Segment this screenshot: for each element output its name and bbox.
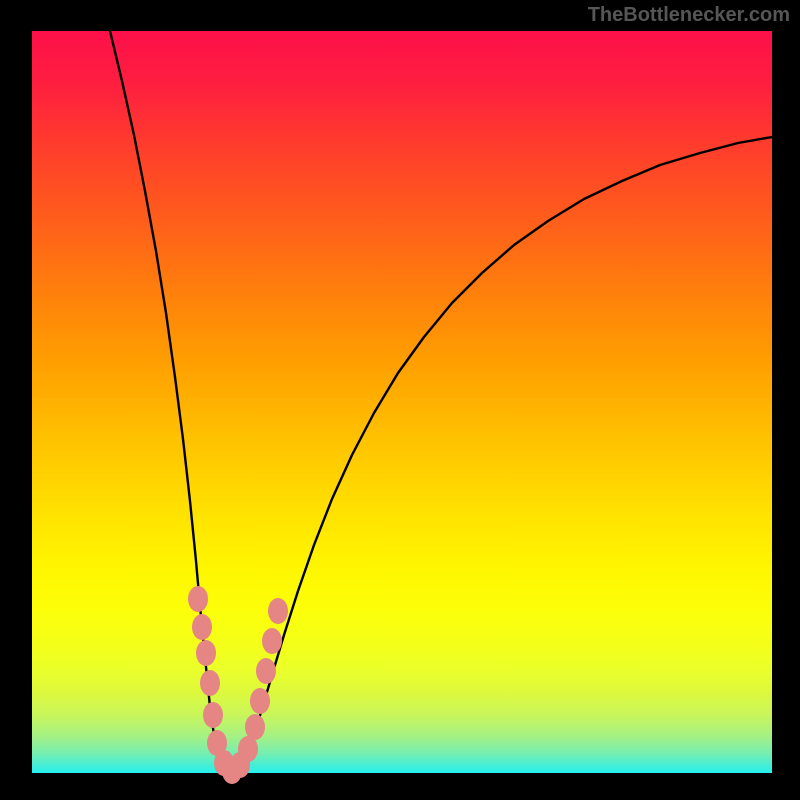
scatter-marker xyxy=(256,658,276,684)
scatter-marker xyxy=(196,640,216,666)
scatter-marker xyxy=(262,628,282,654)
scatter-marker xyxy=(203,702,223,728)
scatter-marker xyxy=(192,614,212,640)
watermark-text: TheBottlenecker.com xyxy=(588,4,790,27)
chart-stage: TheBottlenecker.com xyxy=(0,0,800,800)
plot-area xyxy=(32,31,772,773)
scatter-marker xyxy=(250,688,270,714)
scatter-marker xyxy=(268,598,288,624)
scatter-markers-layer xyxy=(32,31,772,773)
scatter-marker xyxy=(200,670,220,696)
scatter-marker xyxy=(188,586,208,612)
scatter-marker xyxy=(245,714,265,740)
